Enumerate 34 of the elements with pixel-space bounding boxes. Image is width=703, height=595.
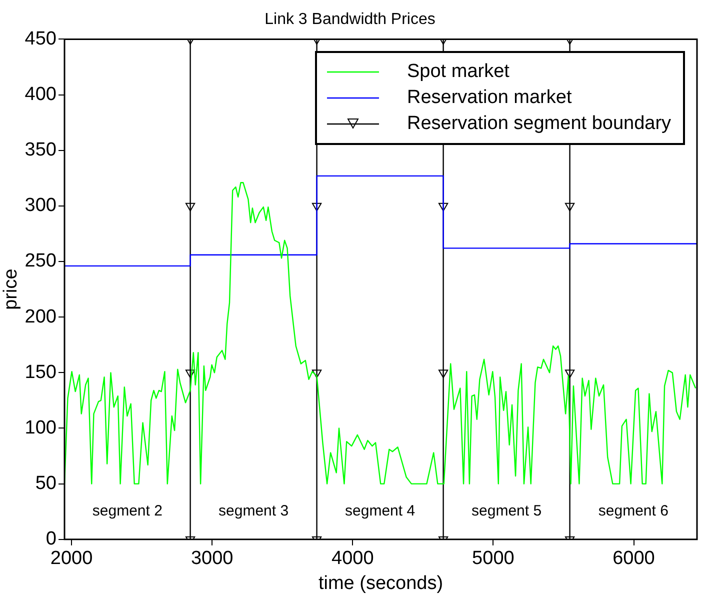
- y-tick-label: 200: [24, 306, 56, 328]
- x-tick-label: 3000: [190, 548, 234, 570]
- y-axis-title: price: [0, 268, 22, 310]
- y-tick-label: 300: [24, 195, 56, 216]
- annotation: segment 3: [218, 502, 289, 520]
- y-tick-label: 100: [24, 417, 56, 438]
- annotation: segment 6: [598, 502, 668, 520]
- y-tick-label: 450: [24, 28, 56, 50]
- point: [185, 370, 196, 378]
- legend-label: Spot market: [407, 60, 510, 84]
- point: [312, 202, 322, 212]
- y-tick-label: 50: [35, 473, 56, 494]
- x-tick-label: 2000: [50, 548, 93, 570]
- point: [438, 370, 448, 378]
- x-tick-label: 5000: [472, 548, 514, 570]
- y-tick-label: 350: [24, 140, 56, 161]
- point: [185, 202, 196, 212]
- point: [312, 370, 322, 378]
- point: [564, 370, 575, 378]
- legend-label: Reservation market: [407, 86, 572, 110]
- annotation: segment 5: [472, 502, 542, 520]
- chart-title: Link 3 Bandwidth Prices: [264, 11, 436, 28]
- x-axis-title: time (seconds): [318, 572, 444, 594]
- y-tick-label: 0: [46, 528, 56, 550]
- annotation: segment 4: [345, 502, 416, 520]
- point: [564, 202, 575, 212]
- point: [438, 202, 448, 212]
- legend-label: Reservation segment boundary: [407, 112, 672, 136]
- y-tick-label: 400: [24, 84, 56, 106]
- y-tick-label: 150: [24, 362, 56, 383]
- x-tick-label: 4000: [332, 548, 374, 570]
- annotation: segment 2: [92, 502, 162, 520]
- x-tick-label: 6000: [612, 548, 655, 570]
- y-tick-label: 250: [24, 250, 56, 272]
